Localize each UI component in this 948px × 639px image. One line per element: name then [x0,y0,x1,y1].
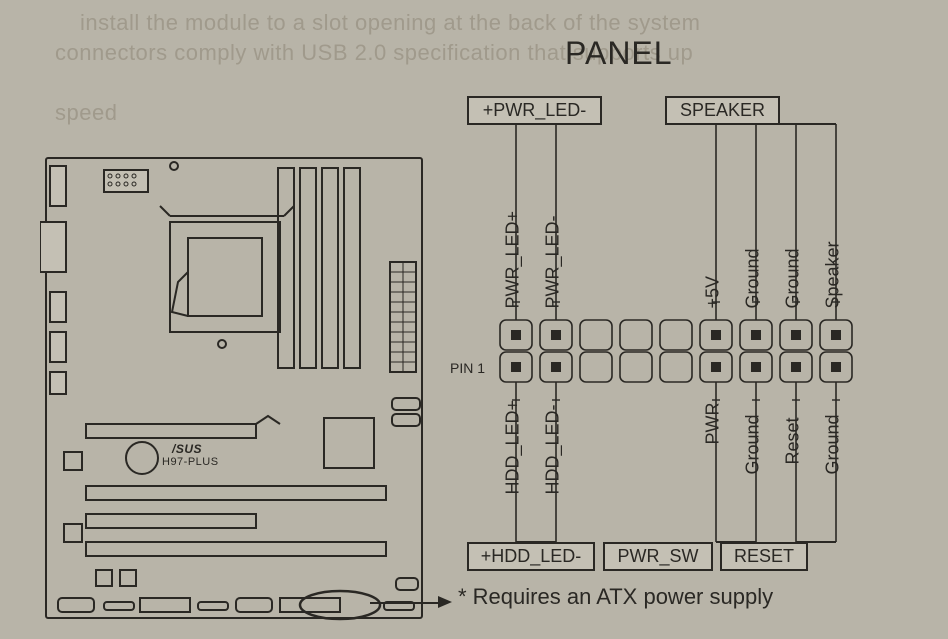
pin-label: HDD_LED+ [503,400,524,495]
pin-label: PWR_LED+ [503,211,524,309]
panel-title: PANEL [565,35,673,72]
pin-label: Ground [743,414,764,474]
arrowhead-icon [438,596,452,608]
group-pwr-sw: PWR_SW [603,542,713,571]
arrow-line [370,602,440,604]
pin-label: Speaker [823,241,844,308]
mobo-brand: /SUS [172,442,202,456]
pin1-label: PIN 1 [450,360,485,376]
group-speaker: SPEAKER [665,96,780,125]
page-root: install the module to a slot opening at … [0,0,948,639]
mobo-model: H97-PLUS [162,456,219,468]
pin-label: HDD_LED- [543,404,564,494]
group-hdd-led: +HDD_LED- [467,542,595,571]
group-reset: RESET [720,542,808,571]
pin-label: PWR [703,403,724,445]
footnote: * Requires an ATX power supply [458,584,773,610]
pin-label: Ground [743,248,764,308]
pin-label: PWR_LED- [543,215,564,308]
motherboard-diagram: /SUS H97-PLUS [40,152,428,624]
bg-text-1: install the module to a slot opening at … [80,10,700,36]
mobo-svg [40,152,428,624]
pin-label: +5V [703,276,724,309]
bg-text-3: speed [55,100,117,126]
group-pwr-led: +PWR_LED- [467,96,602,125]
pin-label: Ground [823,414,844,474]
pin-label: Ground [783,248,804,308]
pin-label: Reset [783,417,804,464]
